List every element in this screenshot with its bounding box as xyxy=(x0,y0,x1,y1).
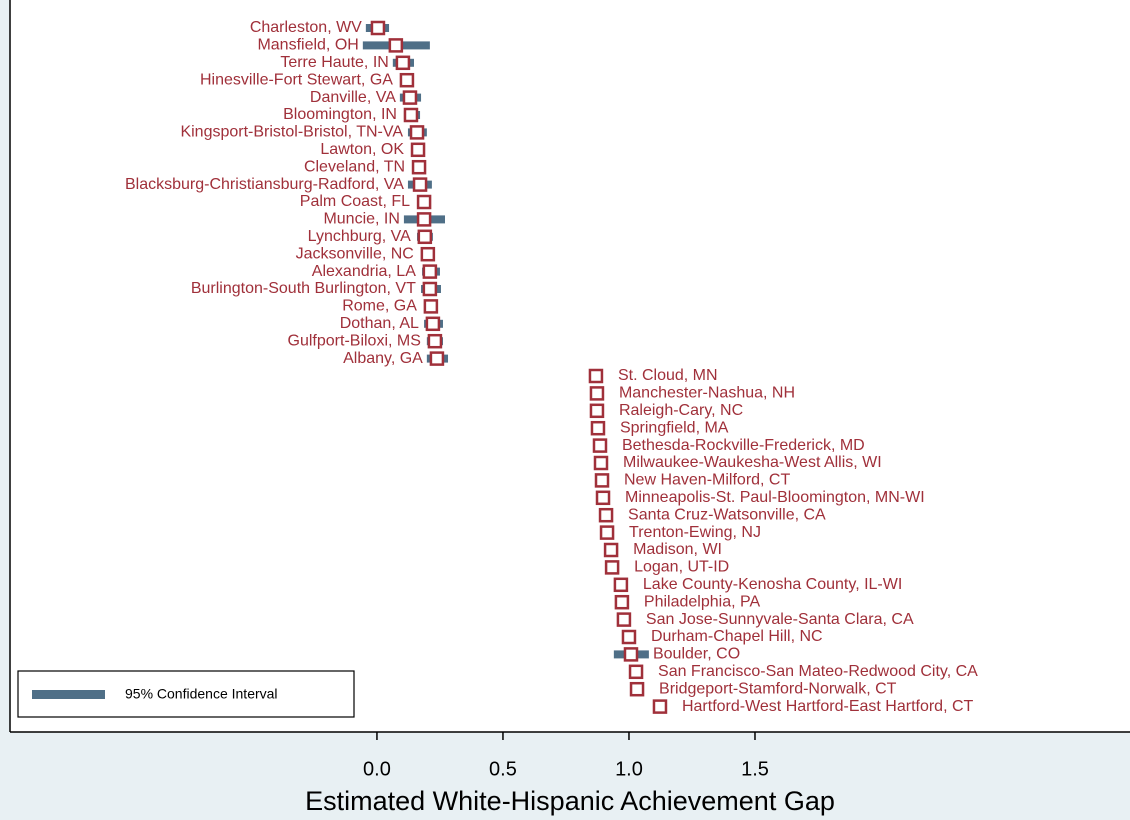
point-marker xyxy=(621,629,637,645)
category-label: Danville, VA xyxy=(310,89,396,106)
category-label: Milwaukee-Waukesha-West Allis, WI xyxy=(623,454,882,471)
point-marker xyxy=(628,664,644,680)
point-marker xyxy=(589,403,605,419)
point-marker xyxy=(402,90,418,105)
point-marker xyxy=(614,594,630,610)
x-tick-label: 1.5 xyxy=(741,758,769,780)
point-marker xyxy=(427,333,443,349)
point-marker xyxy=(598,507,614,523)
point-marker xyxy=(592,438,608,453)
category-label: Manchester-Nashua, NH xyxy=(619,385,795,402)
point-marker xyxy=(623,647,639,662)
category-label: Philadelphia, PA xyxy=(644,593,761,610)
point-marker xyxy=(416,212,432,227)
point-marker xyxy=(399,72,415,88)
category-label: Dothan, AL xyxy=(340,315,419,332)
category-label: Bloomington, IN xyxy=(283,106,397,123)
point-marker xyxy=(395,55,411,71)
category-label: Raleigh-Cary, NC xyxy=(619,402,743,419)
x-axis-title: Estimated White-Hispanic Achievement Gap xyxy=(305,786,835,816)
point-marker xyxy=(629,681,645,697)
point-marker xyxy=(422,264,438,279)
category-label: St. Cloud, MN xyxy=(618,367,718,384)
category-label: Springfield, MA xyxy=(620,419,729,436)
category-label: Blacksburg-Christiansburg-Radford, VA xyxy=(125,176,404,193)
category-label: New Haven-Milford, CT xyxy=(624,472,790,489)
plot-area xyxy=(10,0,1130,732)
point-marker xyxy=(603,542,619,558)
point-marker xyxy=(595,490,611,506)
category-label: Lawton, OK xyxy=(320,141,404,158)
category-label: San Francisco-San Mateo-Redwood City, CA xyxy=(658,663,978,680)
category-label: Madison, WI xyxy=(633,541,722,558)
point-marker xyxy=(420,246,436,262)
category-label: Charleston, WV xyxy=(250,19,362,36)
point-marker xyxy=(417,229,433,245)
category-label: Bridgeport-Stamford-Norwalk, CT xyxy=(659,680,897,697)
point-marker xyxy=(422,281,438,297)
point-marker xyxy=(411,159,427,175)
category-label: Palm Coast, FL xyxy=(300,193,410,210)
point-marker xyxy=(388,38,404,53)
category-label: Hinesville-Fort Stewart, GA xyxy=(200,71,393,88)
point-marker xyxy=(613,577,629,593)
category-label: Gulfport-Biloxi, MS xyxy=(288,332,421,349)
category-label: Kingsport-Bristol-Bristol, TN-VA xyxy=(180,124,403,141)
point-marker xyxy=(409,125,425,140)
point-marker xyxy=(416,194,432,210)
category-label: Logan, UT-ID xyxy=(634,559,729,576)
x-tick-label: 0.5 xyxy=(489,758,517,780)
category-label: Bethesda-Rockville-Frederick, MD xyxy=(622,437,865,454)
point-marker xyxy=(403,107,419,123)
category-label: Muncie, IN xyxy=(323,211,399,228)
category-label: Jacksonville, NC xyxy=(296,245,414,262)
point-marker xyxy=(616,612,632,627)
category-label: Alexandria, LA xyxy=(312,263,416,280)
point-marker xyxy=(599,525,615,540)
point-marker xyxy=(425,316,441,332)
legend-label: 95% Confidence Interval xyxy=(125,686,278,702)
category-label: Cleveland, TN xyxy=(304,158,405,175)
category-label: Hartford-West Hartford-East Hartford, CT xyxy=(682,698,974,715)
point-marker xyxy=(423,299,439,314)
category-label: Trenton-Ewing, NJ xyxy=(629,524,761,541)
point-marker xyxy=(588,368,604,384)
category-label: Boulder, CO xyxy=(653,646,740,663)
point-marker xyxy=(410,142,426,158)
category-label: Rome, GA xyxy=(342,298,417,315)
category-label: Mansfield, OH xyxy=(257,37,358,54)
category-label: Durham-Chapel Hill, NC xyxy=(651,628,823,645)
point-marker xyxy=(594,473,610,488)
category-label: Santa Cruz-Watsonville, CA xyxy=(628,506,826,523)
x-tick-label: 1.0 xyxy=(615,758,643,780)
point-marker xyxy=(429,351,445,366)
point-marker xyxy=(604,560,620,575)
point-marker xyxy=(652,699,668,714)
category-label: Minneapolis-St. Paul-Bloomington, MN-WI xyxy=(625,489,925,506)
category-label: Albany, GA xyxy=(343,350,423,367)
point-marker xyxy=(370,20,386,36)
category-label: San Jose-Sunnyvale-Santa Clara, CA xyxy=(646,611,914,628)
legend-swatch xyxy=(32,690,105,699)
category-label: Lake County-Kenosha County, IL-WI xyxy=(643,576,902,593)
category-label: Lynchburg, VA xyxy=(308,228,412,245)
category-label: Terre Haute, IN xyxy=(280,54,388,71)
x-tick-label: 0.0 xyxy=(363,758,391,780)
point-marker xyxy=(412,177,428,192)
point-marker xyxy=(590,420,606,436)
point-marker xyxy=(593,455,609,471)
point-marker xyxy=(589,386,605,401)
category-label: Burlington-South Burlington, VT xyxy=(191,280,416,297)
